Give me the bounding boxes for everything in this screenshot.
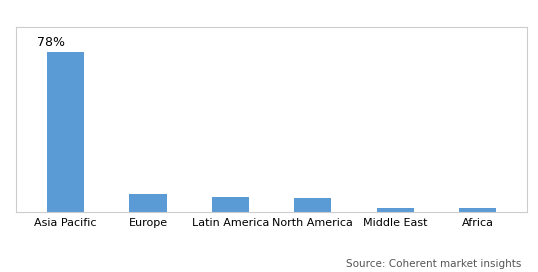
Bar [130,194,167,212]
Bar [377,208,414,212]
Bar [294,198,331,212]
Bar [212,197,249,212]
Text: Source: Coherent market insights: Source: Coherent market insights [346,259,522,269]
Text: 78%: 78% [37,36,65,49]
Bar [459,208,497,212]
Bar [47,52,84,212]
